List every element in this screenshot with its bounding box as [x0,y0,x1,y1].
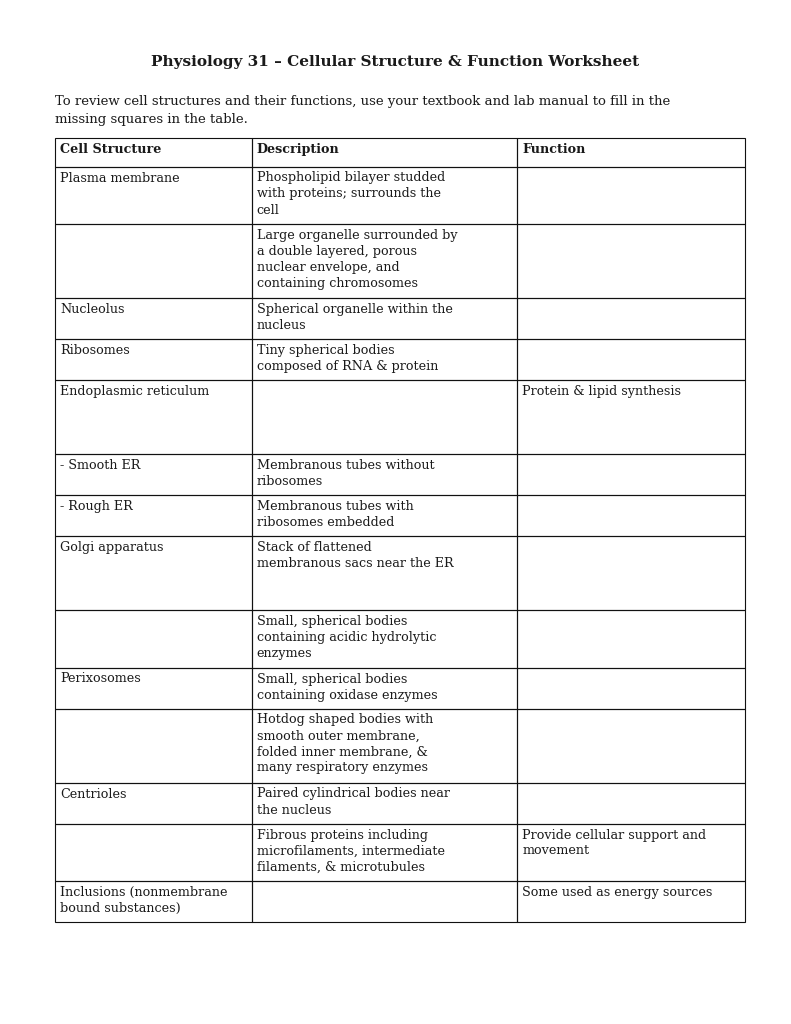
Text: Tiny spherical bodies
composed of RNA & protein: Tiny spherical bodies composed of RNA & … [256,344,438,373]
Bar [55,881,252,922]
Bar [55,782,252,823]
Bar [55,167,252,224]
Bar [252,339,517,380]
Bar [55,224,252,298]
Text: Physiology 31 – Cellular Structure & Function Worksheet: Physiology 31 – Cellular Structure & Fun… [151,55,640,69]
Text: Some used as energy sources: Some used as energy sources [522,886,713,899]
Bar [55,823,252,881]
Text: missing squares in the table.: missing squares in the table. [55,113,248,126]
Bar [517,138,745,167]
Bar [517,881,745,922]
Bar [517,339,745,380]
Bar [252,823,517,881]
Text: Large organelle surrounded by
a double layered, porous
nuclear envelope, and
con: Large organelle surrounded by a double l… [256,229,457,290]
Bar [55,138,252,167]
Bar [252,881,517,922]
Text: Plasma membrane: Plasma membrane [60,171,180,184]
Text: To review cell structures and their functions, use your textbook and lab manual : To review cell structures and their func… [55,95,670,108]
Bar [252,668,517,709]
Text: Description: Description [256,143,339,156]
Bar [252,495,517,536]
Text: Fibrous proteins including
microfilaments, intermediate
filaments, & microtubule: Fibrous proteins including microfilament… [256,828,445,873]
Bar [517,536,745,610]
Text: - Smooth ER: - Smooth ER [60,459,140,472]
Bar [252,298,517,339]
Bar [517,380,745,454]
Bar [252,167,517,224]
Bar [517,454,745,495]
Text: Stack of flattened
membranous sacs near the ER: Stack of flattened membranous sacs near … [256,541,453,570]
Bar [252,709,517,782]
Text: Membranous tubes without
ribosomes: Membranous tubes without ribosomes [256,459,434,488]
Text: Centrioles: Centrioles [60,787,127,801]
Text: Membranous tubes with
ribosomes embedded: Membranous tubes with ribosomes embedded [256,500,414,529]
Text: Small, spherical bodies
containing acidic hydrolytic
enzymes: Small, spherical bodies containing acidi… [256,615,436,660]
Bar [55,454,252,495]
Bar [252,782,517,823]
Bar [517,709,745,782]
Bar [55,298,252,339]
Bar [517,610,745,668]
Bar [252,610,517,668]
Bar [252,138,517,167]
Bar [517,823,745,881]
Text: Spherical organelle within the
nucleus: Spherical organelle within the nucleus [256,303,452,332]
Bar [55,610,252,668]
Bar [55,668,252,709]
Text: Perixosomes: Perixosomes [60,673,141,685]
Bar [517,668,745,709]
Bar [55,495,252,536]
Bar [55,709,252,782]
Bar [252,224,517,298]
Bar [517,298,745,339]
Text: Inclusions (nonmembrane
bound substances): Inclusions (nonmembrane bound substances… [60,886,228,915]
Bar [517,782,745,823]
Text: Endoplasmic reticulum: Endoplasmic reticulum [60,385,210,398]
Bar [55,380,252,454]
Text: Paired cylindrical bodies near
the nucleus: Paired cylindrical bodies near the nucle… [256,787,449,816]
Bar [55,536,252,610]
Text: Golgi apparatus: Golgi apparatus [60,541,164,554]
Bar [55,339,252,380]
Bar [252,536,517,610]
Text: Small, spherical bodies
containing oxidase enzymes: Small, spherical bodies containing oxida… [256,673,437,701]
Bar [252,454,517,495]
Text: Cell Structure: Cell Structure [60,143,161,156]
Bar [517,224,745,298]
Bar [517,167,745,224]
Text: Protein & lipid synthesis: Protein & lipid synthesis [522,385,681,398]
Text: Function: Function [522,143,585,156]
Text: Phospholipid bilayer studded
with proteins; surrounds the
cell: Phospholipid bilayer studded with protei… [256,171,445,216]
Text: Provide cellular support and
movement: Provide cellular support and movement [522,828,706,857]
Bar [517,495,745,536]
Text: - Rough ER: - Rough ER [60,500,133,513]
Text: Hotdog shaped bodies with
smooth outer membrane,
folded inner membrane, &
many r: Hotdog shaped bodies with smooth outer m… [256,714,433,774]
Bar [252,380,517,454]
Text: Ribosomes: Ribosomes [60,344,130,357]
Text: Nucleolus: Nucleolus [60,303,124,316]
